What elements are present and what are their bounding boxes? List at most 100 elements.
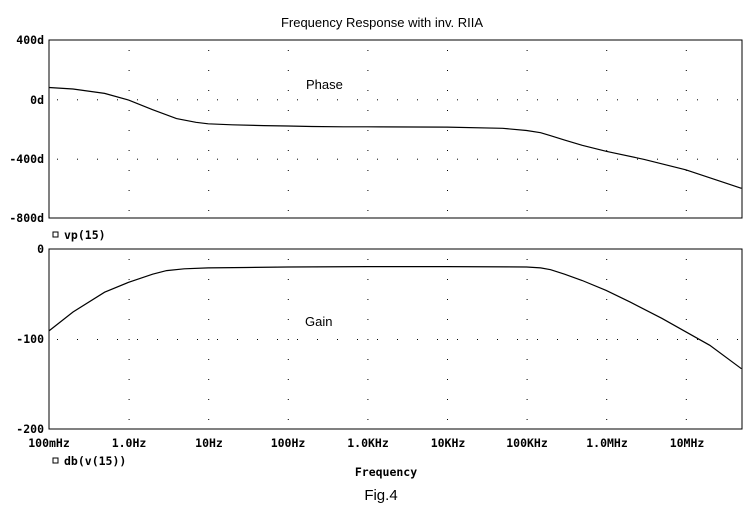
phase-grid-dot	[397, 99, 398, 101]
phase-grid-dot	[637, 158, 638, 160]
phase-grid-dot	[597, 158, 598, 160]
phase-grid-dot	[197, 99, 198, 101]
x-axis-label: Frequency	[355, 465, 417, 479]
gain-grid-dot	[685, 379, 687, 380]
phase-grid-dot	[697, 99, 698, 101]
phase-grid	[57, 50, 738, 211]
phase-grid-dot	[297, 99, 298, 101]
x-tick-label: 100mHz	[28, 436, 70, 450]
phase-grid-dot	[287, 50, 289, 51]
gain-grid-dot	[337, 339, 338, 340]
gain-grid-dot	[208, 279, 210, 280]
phase-grid-dot	[447, 50, 448, 51]
phase-grid-dot	[377, 158, 378, 160]
gain-grid-dot	[447, 339, 448, 340]
phase-grid-dot	[287, 110, 289, 111]
gain-grid-dot	[367, 259, 369, 260]
phase-grid-dot	[617, 158, 618, 160]
phase-grid-dot	[367, 170, 369, 171]
gain-grid-dot	[477, 339, 478, 340]
gain-grid-dot	[685, 299, 687, 300]
phase-grid-dot	[337, 99, 338, 101]
gain-grid-dot	[287, 379, 289, 380]
phase-grid-dot	[617, 99, 618, 101]
gain-grid-dot	[208, 319, 210, 320]
phase-grid-dot	[317, 99, 318, 101]
gain-grid-dot	[606, 359, 608, 360]
phase-grid-dot	[447, 150, 448, 151]
phase-grid-dot	[685, 110, 687, 111]
phase-grid-dot	[447, 210, 448, 211]
gain-grid-dot	[606, 419, 608, 420]
gain-grid-dot	[297, 339, 298, 340]
gain-grid-dot	[77, 339, 78, 340]
phase-grid-dot	[287, 170, 289, 171]
gain-grid-dot	[417, 339, 418, 340]
phase-grid-dot	[367, 90, 369, 91]
gain-grid-dot	[397, 339, 398, 340]
phase-grid-dot	[577, 99, 578, 101]
phase-grid-dot	[447, 170, 448, 171]
phase-grid-dot	[367, 190, 369, 191]
phase-grid-dot	[417, 99, 418, 101]
phase-grid-dot	[77, 158, 78, 160]
gain-grid-dot	[526, 379, 528, 380]
phase-grid-dot	[685, 50, 687, 51]
phase-grid-dot	[128, 210, 130, 211]
phase-grid-dot	[208, 170, 210, 171]
gain-grid-dot	[606, 339, 608, 340]
phase-grid-dot	[128, 110, 130, 111]
phase-grid-dot	[526, 150, 528, 151]
phase-grid-dot	[128, 150, 130, 151]
gain-grid-dot	[128, 319, 130, 320]
gain-grid-dot	[437, 339, 438, 340]
phase-grid-dot	[537, 158, 538, 160]
gain-grid-dot	[606, 259, 608, 260]
phase-grid-dot	[317, 158, 318, 160]
gain-grid-dot	[606, 379, 608, 380]
gain-plot: Gain 0 -100 -200	[16, 242, 743, 436]
gain-grid-dot	[447, 419, 448, 420]
phase-grid-dot	[128, 190, 130, 191]
phase-grid-dot	[457, 99, 458, 101]
phase-grid-dot	[526, 110, 528, 111]
gain-grid-dot	[117, 339, 118, 340]
gain-grid-dot	[237, 339, 238, 340]
x-tick-label: 10KHz	[431, 436, 466, 450]
gain-grid-dot	[287, 259, 289, 260]
phase-grid-dot	[597, 99, 598, 101]
gain-y-tick: -100	[16, 332, 44, 346]
gain-grid-dot	[128, 279, 130, 280]
phase-grid-dot	[657, 99, 658, 101]
phase-grid-dot	[237, 158, 238, 160]
phase-grid-dot	[526, 210, 528, 211]
phase-grid-dot	[287, 210, 289, 211]
gain-plot-frame	[48, 248, 743, 430]
x-tick-label: 1.0KHz	[347, 436, 389, 450]
gain-grid-dot	[177, 339, 178, 340]
phase-grid-dot	[477, 158, 478, 160]
gain-y-tick: -200	[16, 422, 44, 436]
phase-grid-dot	[557, 99, 558, 101]
gain-grid-dot	[367, 279, 369, 280]
gain-grid-dot	[526, 339, 528, 340]
phase-grid-dot	[685, 90, 687, 91]
phase-grid-dot	[606, 50, 608, 51]
gain-grid-dot	[617, 339, 618, 340]
phase-grid-dot	[737, 99, 738, 101]
gain-grid-dot	[637, 339, 638, 340]
phase-grid-dot	[447, 110, 448, 111]
gain-grid-dot	[447, 299, 448, 300]
x-tick-label: 1.0MHz	[586, 436, 628, 450]
gain-grid-dot	[526, 259, 528, 260]
phase-grid-dot	[526, 50, 528, 51]
x-tick-label: 100Hz	[271, 436, 306, 450]
phase-grid-dot	[606, 170, 608, 171]
phase-grid-dot	[497, 99, 498, 101]
gain-grid-dot	[208, 259, 210, 260]
phase-grid-dot	[117, 158, 118, 160]
gain-grid-dot	[128, 339, 130, 340]
phase-grid-dot	[287, 70, 289, 71]
gain-grid-dot	[447, 319, 448, 320]
